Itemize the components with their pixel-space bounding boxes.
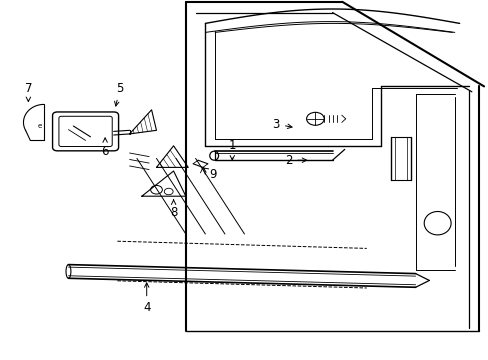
Text: 1: 1 <box>228 139 236 160</box>
Text: 9: 9 <box>203 168 216 181</box>
Text: e: e <box>38 123 42 129</box>
Text: 5: 5 <box>114 82 123 106</box>
Text: 6: 6 <box>101 138 109 158</box>
Text: 2: 2 <box>284 154 306 167</box>
Text: 3: 3 <box>272 118 291 131</box>
Text: 4: 4 <box>142 283 150 314</box>
Text: 8: 8 <box>169 200 177 219</box>
Text: 7: 7 <box>24 82 32 102</box>
